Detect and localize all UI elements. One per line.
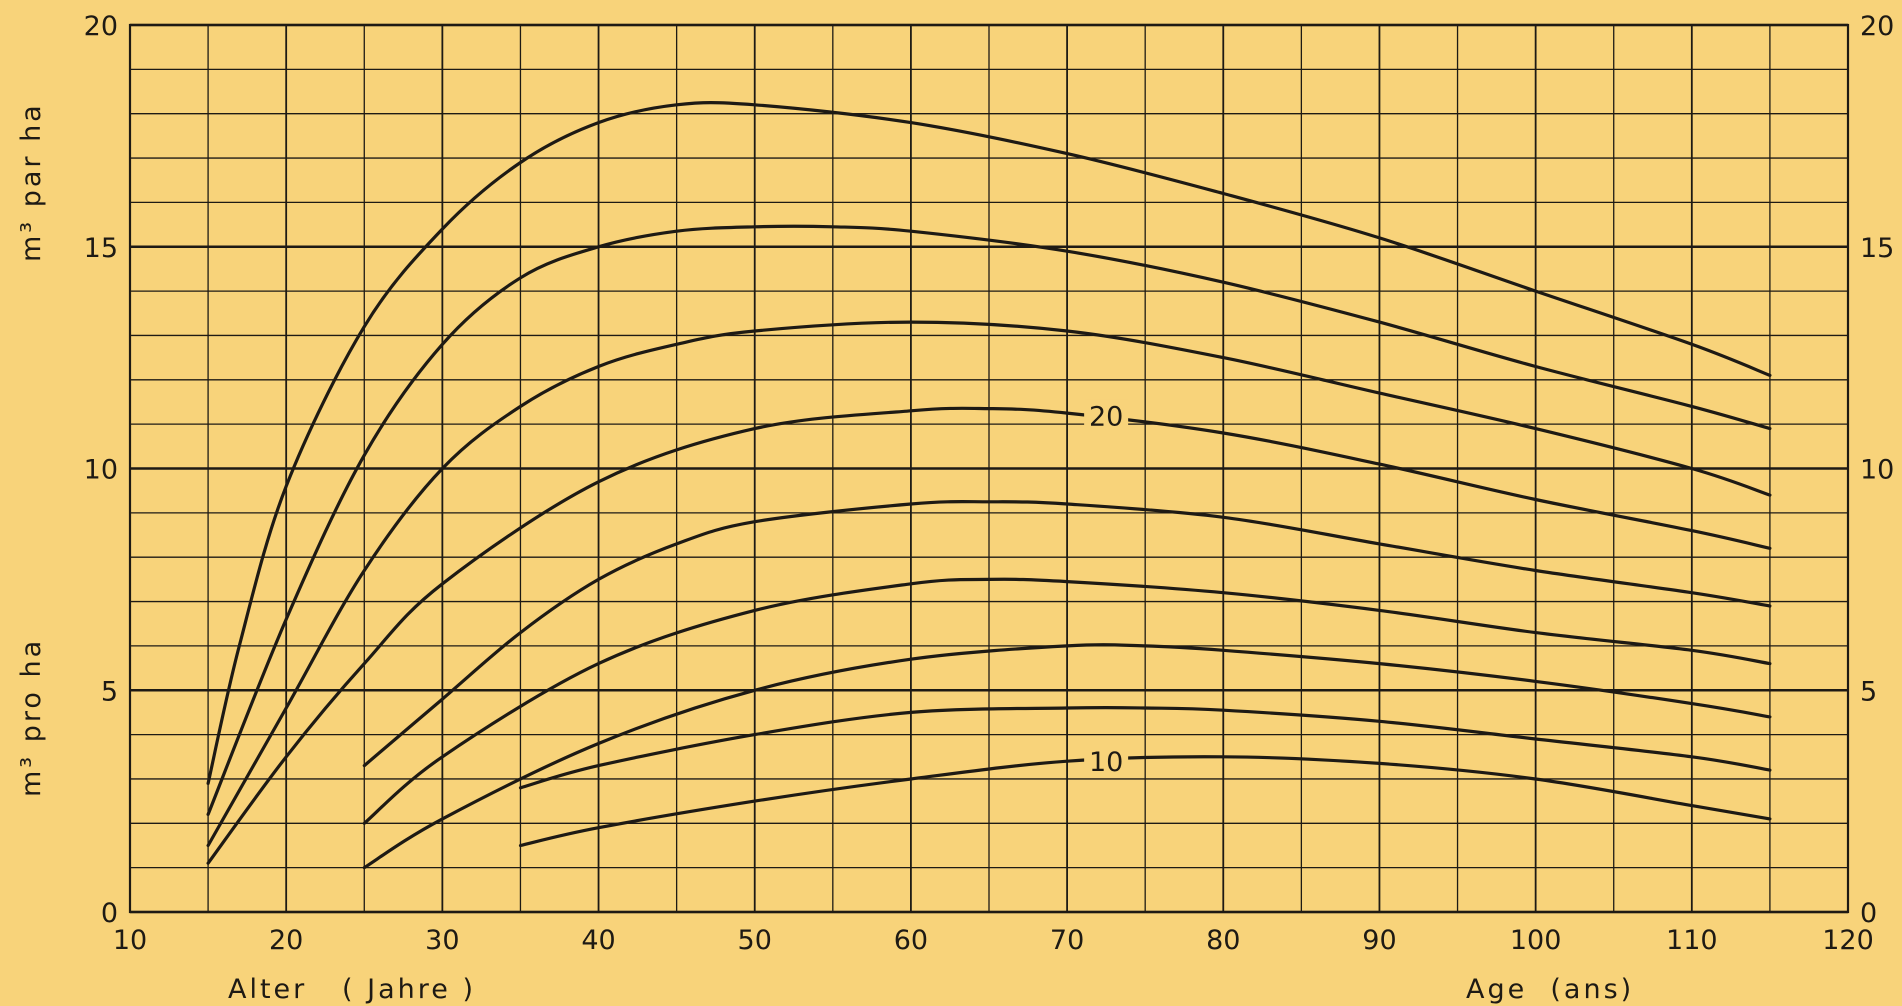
curve-label-background xyxy=(1084,399,1129,432)
y-tick-label-right: 15 xyxy=(1860,233,1894,264)
y-tick-label-left: 5 xyxy=(101,676,118,707)
y-tick-label-left: 15 xyxy=(84,233,118,264)
curve-label: 10 xyxy=(1089,747,1123,778)
x-axis-label-right: Age (ans) xyxy=(1466,974,1634,1005)
series-line xyxy=(206,320,1772,848)
tick-labels: 10 20 30 40 50 60 70 80 90 100 110 1200510152005101… xyxy=(84,11,1895,956)
x-tick-label: 110 xyxy=(1666,925,1718,956)
x-tick-label: 40 xyxy=(581,925,615,956)
x-tick-label: 50 xyxy=(738,925,772,956)
x-axis-label-left: Alter ( Jahre ) xyxy=(228,974,476,1005)
y-axis-label-bottom: m³ pro ha xyxy=(16,638,47,797)
series-line xyxy=(362,577,1772,825)
y-tick-label-right: 10 xyxy=(1860,455,1894,486)
y-tick-label-left: 20 xyxy=(84,11,118,42)
series-line xyxy=(518,755,1772,848)
y-tick-label-right: 0 xyxy=(1860,898,1877,929)
series-line xyxy=(518,705,1772,790)
x-tick-label: 70 xyxy=(1050,925,1084,956)
y-tick-label-right: 5 xyxy=(1860,676,1877,707)
x-tick-label: 60 xyxy=(894,925,928,956)
x-tick-label: 120 xyxy=(1822,925,1874,956)
y-tick-label-left: 10 xyxy=(84,455,118,486)
series-line xyxy=(362,500,1772,768)
y-axis-label-top: m³ par ha xyxy=(16,102,47,262)
y-tick-label-left: 0 xyxy=(101,898,118,929)
series-line xyxy=(206,224,1772,816)
grid-lines xyxy=(128,23,1850,914)
plot-frame xyxy=(128,23,1850,914)
x-tick-label: 30 xyxy=(425,925,459,956)
x-tick-label: 90 xyxy=(1362,925,1396,956)
x-tick-label: 20 xyxy=(269,925,303,956)
x-tick-label: 80 xyxy=(1206,925,1240,956)
curve-label: 20 xyxy=(1089,401,1123,432)
x-tick-label: 100 xyxy=(1510,925,1562,956)
series-line xyxy=(206,101,1772,785)
series-layer xyxy=(206,101,1772,870)
x-tick-label: 10 xyxy=(113,925,147,956)
series-line xyxy=(206,406,1772,865)
series-line xyxy=(362,643,1772,870)
curve-label-background xyxy=(1084,745,1129,778)
y-tick-label-right: 20 xyxy=(1860,11,1894,42)
